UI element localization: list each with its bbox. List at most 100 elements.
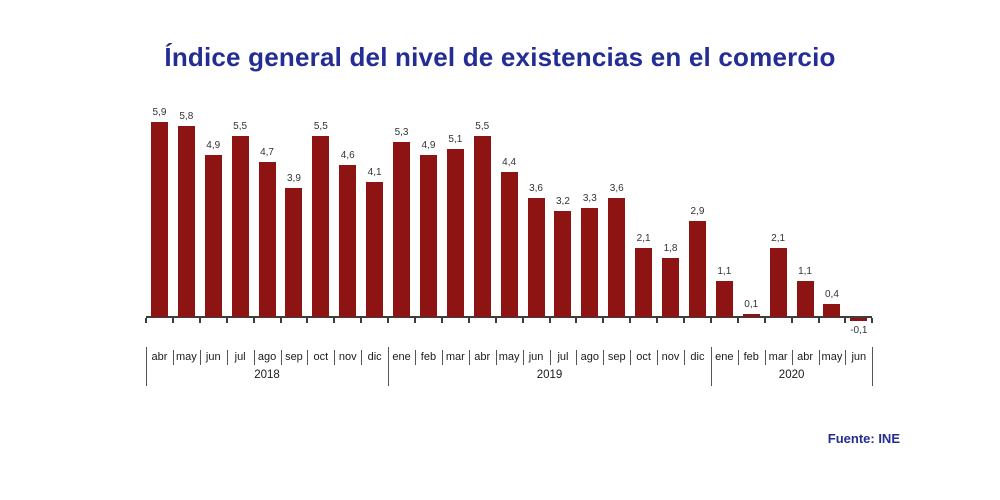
bar-value-label: 1,1 (717, 265, 732, 277)
month-label: ago (580, 351, 600, 363)
month-separator (630, 350, 632, 365)
year-separator (146, 347, 147, 386)
month-separator (172, 350, 174, 365)
bar-value-label: 4,1 (367, 166, 382, 178)
axis-tick (145, 318, 147, 323)
bar (608, 198, 626, 317)
month-label: mar (445, 351, 465, 363)
axis-tick (467, 318, 470, 323)
axis-tick (387, 318, 390, 323)
month-label: sep (607, 351, 626, 363)
month-label: sep (285, 351, 303, 363)
month-label: nov (661, 351, 680, 363)
month-label: jun (205, 351, 221, 363)
month-separator (603, 350, 605, 365)
bar (258, 161, 276, 317)
axis-tick (709, 318, 712, 323)
month-separator (657, 350, 659, 365)
month-label: jun (851, 351, 867, 363)
year-separator (710, 347, 712, 386)
bar (446, 148, 464, 317)
bar-value-label: 4,9 (206, 140, 221, 152)
month-label: jul (234, 351, 246, 363)
bar (150, 122, 168, 317)
month-separator (441, 350, 443, 365)
axis-tick (306, 318, 309, 323)
bar (285, 188, 303, 317)
bar (769, 247, 787, 317)
year-label: 2018 (254, 369, 280, 381)
month-separator (468, 350, 470, 365)
bar-value-label: 3,2 (555, 196, 570, 208)
month-separator (684, 350, 685, 365)
axis-tick (521, 318, 524, 323)
month-separator (334, 350, 336, 365)
month-label: jul (557, 351, 569, 363)
month-separator (791, 350, 793, 365)
axis-tick (871, 318, 874, 323)
bar-value-label: 3,3 (582, 193, 597, 205)
month-label: oct (313, 351, 329, 363)
month-label: abr (151, 351, 168, 363)
month-separator (226, 350, 228, 365)
bar-value-label: 3,6 (529, 183, 543, 195)
bar-value-label: 5,9 (152, 107, 167, 119)
year-label: 2020 (778, 369, 805, 381)
month-separator (764, 350, 766, 365)
bar-value-label: -0,1 (850, 325, 868, 337)
month-label: mar (768, 351, 788, 363)
axis-tick (279, 318, 282, 323)
axis-tick (736, 318, 739, 323)
month-separator (361, 350, 363, 365)
axis-tick (602, 318, 605, 323)
axis-tick (494, 318, 497, 323)
axis-tick (817, 318, 820, 323)
bar (177, 125, 195, 317)
bar-value-label: 5,5 (475, 120, 490, 132)
bar-value-label: 4,6 (340, 150, 355, 162)
month-label: dic (367, 351, 382, 363)
month-label: oct (636, 351, 651, 363)
bar (527, 198, 545, 317)
bar (312, 135, 330, 317)
month-separator (280, 350, 282, 365)
axis-tick (656, 318, 659, 323)
axis-tick (844, 318, 847, 323)
axis-tick (414, 318, 416, 323)
month-label: ene (715, 351, 734, 363)
axis-tick (360, 318, 363, 323)
bar-value-label: 3,6 (609, 183, 624, 195)
bar-value-label: 1,1 (798, 265, 812, 277)
bar-value-label: 5,5 (313, 120, 328, 132)
bar (393, 142, 411, 317)
year-separator (872, 347, 874, 386)
month-separator (845, 350, 847, 365)
month-separator (576, 350, 578, 365)
month-separator (522, 350, 524, 365)
month-label: feb (743, 351, 759, 363)
bar-value-label: 5,3 (394, 127, 409, 139)
bar (635, 247, 653, 317)
month-separator (199, 350, 201, 365)
axis-tick (171, 318, 174, 323)
month-label: may (498, 351, 520, 363)
month-label: ene (392, 351, 411, 363)
bar-value-label: 0,1 (744, 298, 759, 310)
axis-tick (548, 318, 551, 323)
month-label: may (821, 351, 843, 363)
bar (204, 155, 222, 317)
month-label: abr (797, 351, 813, 363)
axis-tick (790, 318, 793, 323)
chart-title: Índice general del nivel de existencias … (164, 42, 836, 72)
bar (419, 155, 437, 317)
month-label: abr (474, 351, 491, 363)
bar-value-label: 2,1 (771, 232, 786, 244)
bar-value-label: 4,4 (502, 156, 517, 168)
month-label: may (175, 351, 197, 363)
bar (796, 280, 814, 317)
axis-tick (440, 318, 443, 323)
bar (366, 181, 384, 317)
axis-tick (683, 318, 685, 323)
